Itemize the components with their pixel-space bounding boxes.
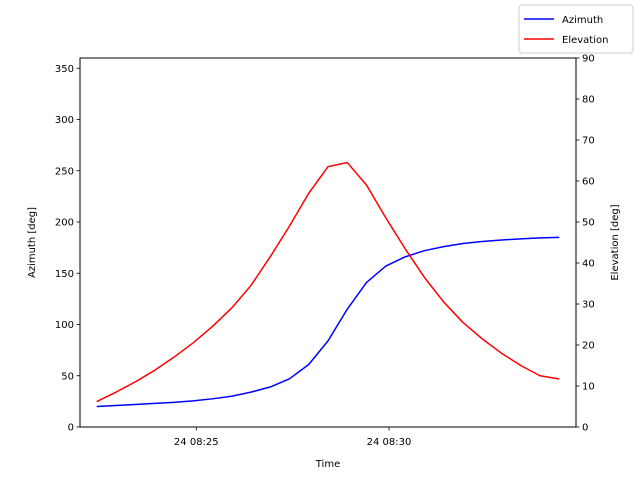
right-y-tick-label: 20 [582, 341, 595, 352]
right-y-tick-label: 40 [582, 259, 595, 270]
right-y-tick-label: 80 [582, 95, 595, 106]
left-y-axis-label: Azimuth [deg] [27, 207, 38, 278]
legend-label-azimuth: Azimuth [562, 15, 603, 26]
left-y-tick-label: 50 [61, 371, 74, 382]
legend-label-elevation: Elevation [562, 35, 608, 46]
right-y-axis-label: Elevation [deg] [610, 204, 621, 280]
right-y-tick-label: 60 [582, 177, 595, 188]
legend: Azimuth Elevation [519, 5, 633, 53]
right-y-tick-label: 0 [582, 423, 588, 434]
x-tick-label: 24 08:30 [367, 437, 412, 448]
left-y-tick-label: 150 [55, 269, 74, 280]
x-tick-label: 24 08:25 [174, 437, 219, 448]
left-y-tick-label: 250 [55, 166, 74, 177]
left-y-tick-label: 350 [55, 64, 74, 75]
right-y-tick-label: 10 [582, 382, 595, 393]
left-y-tick-label: 300 [55, 115, 74, 126]
left-y-tick-label: 200 [55, 218, 74, 229]
left-y-tick-label: 100 [55, 320, 74, 331]
right-y-tick-label: 70 [582, 136, 595, 147]
right-y-tick-label: 90 [582, 54, 595, 65]
left-y-tick-label: 0 [68, 423, 74, 434]
x-axis-label: Time [315, 459, 340, 470]
right-y-tick-label: 50 [582, 218, 595, 229]
right-y-tick-label: 30 [582, 300, 595, 311]
